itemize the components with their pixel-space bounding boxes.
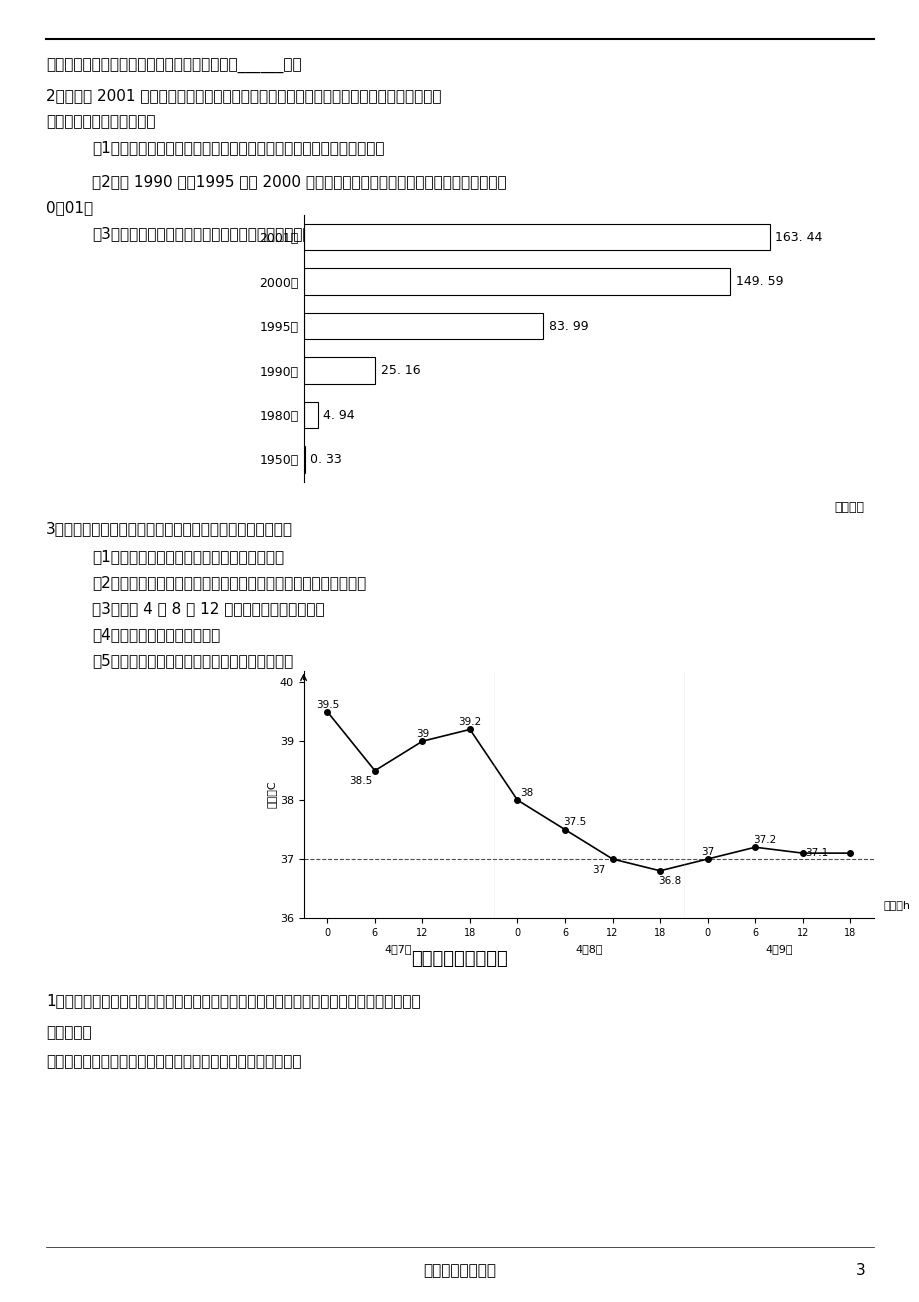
Text: 2．下图是 2001 年南宁市鉴记载的市社会消费品零售总额（亿元）统计图．请你仔细观察图: 2．下图是 2001 年南宁市鉴记载的市社会消费品零售总额（亿元）统计图．请你仔… [46,89,441,104]
Y-axis label: 体温／C: 体温／C [267,780,277,809]
Text: 163. 44: 163. 44 [775,230,822,243]
Text: 37: 37 [700,846,713,857]
Text: 37: 37 [591,865,605,875]
Text: 39.5: 39.5 [315,699,338,710]
Text: （1）图中所列的六年消费品零售额的最大值与最小值的差是多少亿元？: （1）图中所列的六年消费品零售额的最大值与最小值的差是多少亿元？ [92,141,384,156]
Text: 中的数据并回答下列问题：: 中的数据并回答下列问题： [46,115,155,130]
Text: 36.8: 36.8 [657,876,680,887]
Text: 38.5: 38.5 [348,776,372,786]
Text: 3．下图是一位病人的体温记录折线图，看图回答下列问题：: 3．下图是一位病人的体温记录折线图，看图回答下列问题： [46,521,292,536]
Text: 37.2: 37.2 [753,835,776,845]
Text: 0．01）: 0．01） [46,201,93,216]
Text: 3: 3 [855,1263,865,1279]
Bar [303,268,730,296]
Text: 38: 38 [520,788,533,798]
Text: 用心　爱心　专心: 用心 爱心 专心 [423,1263,496,1279]
Text: （2）这个病人的最高体温是多少摄氏度？最低体温是多少摄氏度？: （2）这个病人的最高体温是多少摄氏度？最低体温是多少摄氏度？ [92,575,366,591]
Text: 4月8日: 4月8日 [574,944,602,954]
Text: 149. 59: 149. 59 [735,275,783,288]
Text: 1．（与现实生活联系的应用题）某同学利用假期进行了海尔无氟冰箱的售后调查，其调查结: 1．（与现实生活联系的应用题）某同学利用假期进行了海尔无氟冰箱的售后调查，其调查… [46,993,420,1009]
Text: 请你选用适当的统计图表示上面的调查结果，并说明理由．: 请你选用适当的统计图表示上面的调查结果，并说明理由． [46,1055,301,1070]
Text: 0. 33: 0. 33 [310,453,342,466]
Text: 4. 94: 4. 94 [323,409,355,422]
Text: （3）从图中你还能发现哪些信息？请说出其中两个．: （3）从图中你还能发现哪些信息？请说出其中两个． [92,227,312,242]
Text: （2）求 1990 年、1995 年和 2000 年这三年社会消费品零售总额的平均数．（精确到: （2）求 1990 年、1995 年和 2000 年这三年社会消费品零售总额的平… [92,174,506,190]
Text: （3）他在 4 月 8 日 12 时的体温是多少摄氏度？: （3）他在 4 月 8 日 12 时的体温是多少摄氏度？ [92,602,324,617]
Text: 37.5: 37.5 [562,818,585,828]
Bar [303,357,375,384]
Bar [303,312,542,340]
Text: 4月9日: 4月9日 [765,944,792,954]
Text: 37.1: 37.1 [804,848,828,858]
Text: 83. 99: 83. 99 [549,319,588,332]
Text: 4月7日: 4月7日 [384,944,412,954]
Text: 25. 16: 25. 16 [380,365,420,378]
Text: （4）图中的横虚线表示什么？: （4）图中的横虚线表示什么？ [92,628,220,643]
Text: （1）护士每天每隔几小时给病人量一次体温？: （1）护士每天每隔几小时给病人量一次体温？ [92,549,284,565]
Text: （5）从图中看这个病人的病情是恶化还是好转？: （5）从图中看这个病人的病情是恶化还是好转？ [92,654,293,669]
Text: 单位／h: 单位／h [882,900,909,910]
Text: 则送给山区学校的书比送给本市兄弟学校的书多______册．: 则送给山区学校的书比送给本市兄弟学校的书多______册． [46,59,301,74]
Text: 探究应用拓展性测试: 探究应用拓展性测试 [411,950,508,969]
Text: 39: 39 [415,729,428,740]
Text: 果如下表：: 果如下表： [46,1025,92,1040]
Bar [303,224,769,250]
Bar [303,447,304,473]
Text: 39.2: 39.2 [458,717,481,728]
Text: （亿元）: （亿元） [834,501,864,514]
Bar [303,401,317,428]
